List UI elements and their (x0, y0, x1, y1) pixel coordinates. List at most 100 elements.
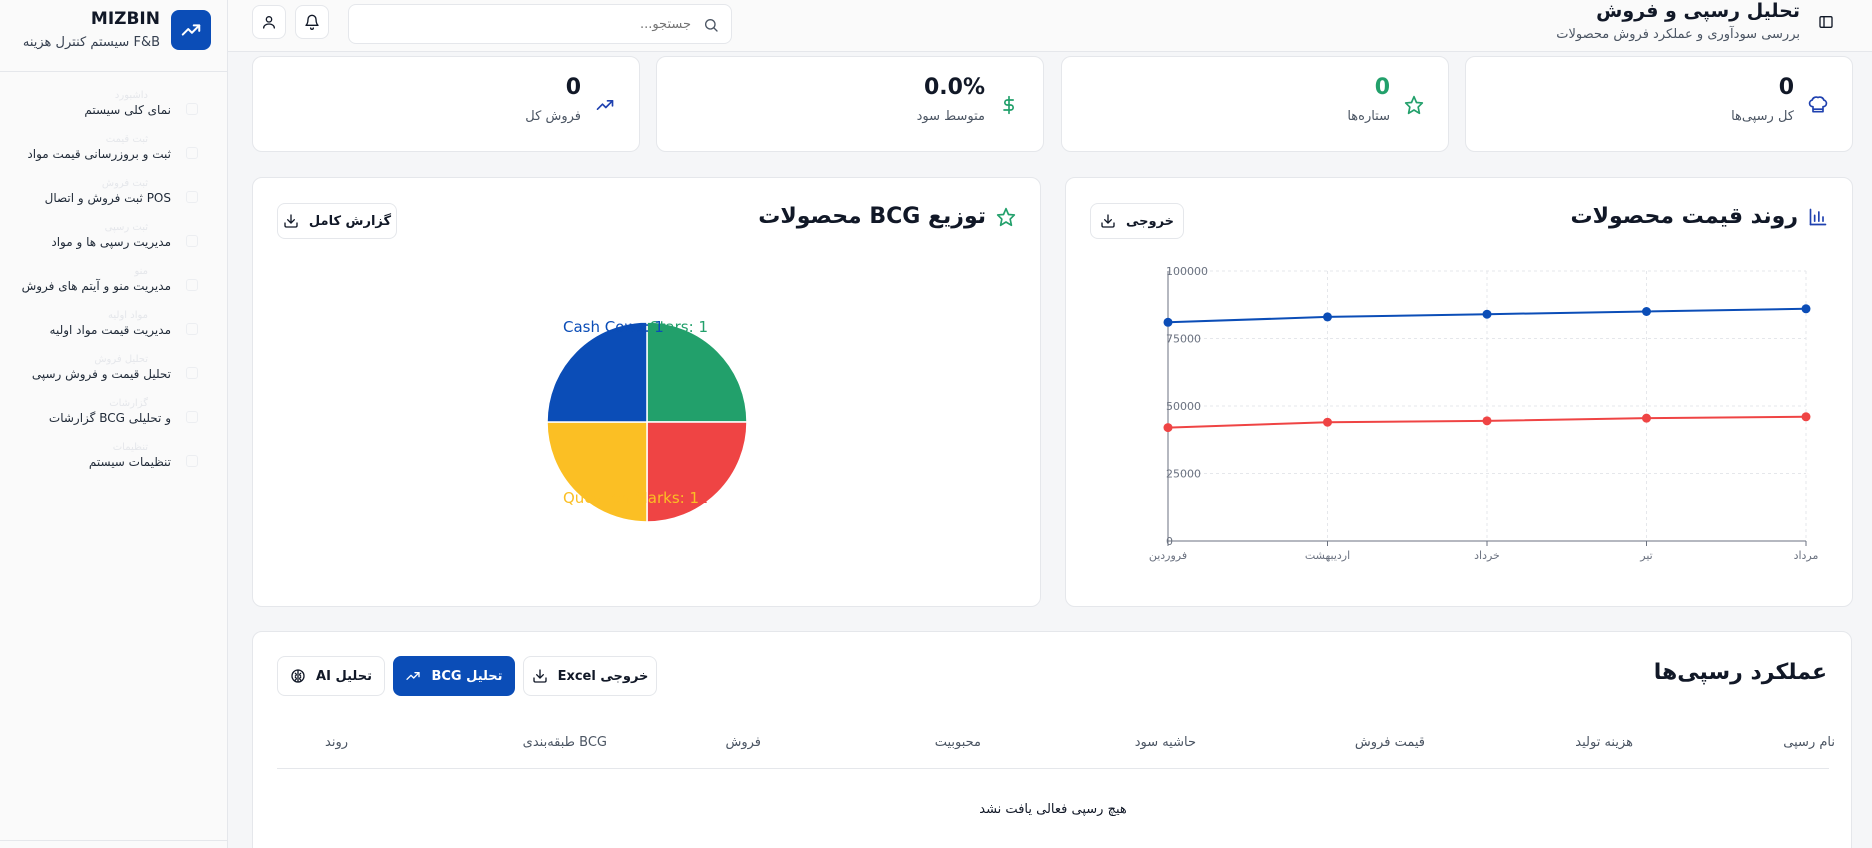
stat-card-margin: 0.0% متوسط سود (656, 56, 1044, 152)
cart-icon (186, 191, 198, 203)
y-tick-label: 50000 (1166, 400, 1201, 413)
search-icon (705, 19, 718, 32)
price-trend-title: روند قیمت محصولات (1571, 204, 1829, 229)
notifications-button[interactable] (295, 5, 329, 39)
brand-logo[interactable] (171, 10, 211, 50)
stat-card-stars: 0 ستاره‌ها (1061, 56, 1449, 152)
stat-label: فروش کل (525, 109, 581, 124)
sidebar-toggle-icon[interactable] (1818, 14, 1834, 30)
data-point (1482, 416, 1492, 426)
data-point (1482, 309, 1492, 319)
sidebar-item-label: مدیریت رسپی ها و مواد (51, 235, 171, 249)
data-point (1163, 423, 1173, 433)
user-button[interactable] (252, 5, 286, 39)
tag-icon (186, 147, 198, 159)
bcg-card: توزیع BCG محصولات گزارش کامل Stars: 1 Dog… (252, 177, 1041, 607)
bcg-analysis-button[interactable]: تحلیل BCG (393, 656, 515, 696)
sidebar-item-reports[interactable]: گزارشات گزارشات BCG و تحلیلی (0, 396, 228, 440)
menu-icon (186, 279, 198, 291)
sidebar-item-ghost: تحلیل فروش (94, 354, 148, 365)
data-point (1642, 307, 1651, 316)
book-icon (186, 235, 198, 247)
stat-card-recipes: 0 کل رسپی‌ها (1465, 56, 1853, 152)
page-subtitle: بررسی سودآوری و عملکرد فروش محصولات (1556, 27, 1800, 42)
search-input[interactable] (361, 5, 691, 43)
stat-label: متوسط سود (916, 109, 985, 124)
pie-slice (546, 421, 648, 523)
slice-label: Stars: 1 (650, 318, 708, 336)
sidebar-item-prices[interactable]: ثبت قیمت ثبت و بروزرسانی قیمت مواد (0, 132, 228, 176)
chart-icon (186, 367, 198, 379)
sidebar-item-overview[interactable]: داشبورد نمای کلی سیستم (0, 88, 228, 132)
brain-icon (291, 669, 305, 683)
pie-slice (646, 321, 748, 423)
sidebar-item-label: مدیریت قیمت مواد اولیه (49, 323, 171, 337)
price-trend-chart: 0250005000075000100000فروردیناردیبهشتخرد… (1149, 265, 1819, 562)
sidebar-item-label: ثبت فروش و اتصال POS (44, 191, 171, 205)
column-header[interactable]: فروش (725, 735, 761, 750)
dollar-icon (997, 93, 1021, 117)
sidebar-item-label: تنظیمات سیستم (88, 455, 171, 469)
recipe-performance-card: عملکرد رسپی‌ها تحلیل AI تحلیل BCG خروجی … (252, 631, 1852, 848)
sidebar-item-settings[interactable]: تنظیمات تنظیمات سیستم (0, 440, 228, 484)
bcg-title-text: توزیع BCG محصولات (758, 204, 986, 229)
pie-slice (546, 321, 648, 423)
download-icon (284, 214, 298, 228)
slice-label: Question Marks: 1 (563, 489, 699, 507)
stat-label: کل رسپی‌ها (1731, 109, 1794, 124)
empty-state-text: هیچ رسپی فعالی یافت نشد (979, 802, 1127, 817)
stat-card-sales: 0 فروش کل (252, 56, 640, 152)
sidebar-item-label: تحلیل قیمت و فروش رسپی (31, 367, 171, 381)
sidebar-item-label: مدیریت منو و آیتم های فروش (21, 279, 171, 293)
report-icon (186, 411, 198, 423)
ai-analysis-button[interactable]: تحلیل AI (277, 656, 385, 696)
sidebar-item-ghost: ثبت قیمت (105, 134, 148, 145)
ai-analysis-label: تحلیل AI (316, 668, 372, 684)
brand-name: MIZBIN (90, 9, 160, 29)
sidebar-item-ghost: تنظیمات (112, 442, 148, 453)
stat-label: ستاره‌ها (1347, 109, 1390, 124)
trending-up-icon (181, 24, 201, 36)
top-header: تحلیل رسپی و فروش بررسی سودآوری و عملکرد… (228, 0, 1872, 52)
sidebar-item-menu[interactable]: منو مدیریت منو و آیتم های فروش (0, 264, 228, 308)
data-point (1323, 417, 1332, 427)
column-header[interactable]: روند (325, 735, 348, 750)
sidebar-item-analysis[interactable]: تحلیل فروش تحلیل قیمت و فروش رسپی (0, 352, 228, 396)
export-button[interactable]: خروجی (1090, 203, 1184, 239)
stat-value: 0 (1778, 75, 1794, 100)
slice-label: Dogs: 1 (651, 489, 708, 507)
column-header[interactable]: نام رسپی (1783, 735, 1835, 750)
sidebar-nav: داشبورد نمای کلی سیستم ثبت قیمت ثبت و بروز… (0, 88, 228, 484)
sidebar-item-ghost: ثبت فروش (101, 178, 148, 189)
column-header[interactable]: طبقه‌بندی BCG (522, 735, 607, 750)
sidebar-item-label: گزارشات BCG و تحلیلی (48, 411, 171, 425)
box-icon (186, 323, 198, 335)
trending-up-icon (406, 672, 421, 680)
sidebar-item-materials[interactable]: مواد اولیه مدیریت قیمت مواد اولیه (0, 308, 228, 352)
download-icon (1101, 214, 1115, 228)
column-header[interactable]: قیمت فروش (1354, 735, 1425, 750)
sidebar-item-ghost: منو (134, 266, 148, 277)
x-tick-label: خرداد (1474, 549, 1500, 562)
column-header[interactable]: محبوبیت (934, 735, 981, 750)
y-tick-label: 75000 (1166, 333, 1201, 346)
pie-slice (646, 421, 748, 523)
data-point (1163, 317, 1173, 327)
recipe-performance-title: عملکرد رسپی‌ها (1653, 660, 1827, 685)
star-icon (996, 207, 1016, 226)
data-point (1801, 304, 1811, 314)
stat-value: 0.0% (923, 75, 985, 100)
sidebar-footer-divider (0, 840, 228, 841)
full-report-button[interactable]: گزارش کامل (277, 203, 397, 239)
sidebar-item-sales[interactable]: ثبت فروش ثبت فروش و اتصال POS (0, 176, 228, 220)
column-header[interactable]: هزینه تولید (1575, 735, 1633, 750)
excel-export-button[interactable]: خروجی Excel (523, 656, 657, 696)
stat-value: 0 (565, 75, 581, 100)
sidebar-item-ghost: گزارشات (109, 398, 148, 409)
sidebar-item-recipes[interactable]: ثبت رسپی مدیریت رسپی ها و مواد (0, 220, 228, 264)
user-icon (263, 16, 275, 29)
price-trend-title-text: روند قیمت محصولات (1570, 204, 1799, 229)
download-icon (532, 669, 547, 683)
column-header[interactable]: حاشیه سود (1134, 735, 1196, 750)
stat-value: 0 (1374, 75, 1390, 100)
